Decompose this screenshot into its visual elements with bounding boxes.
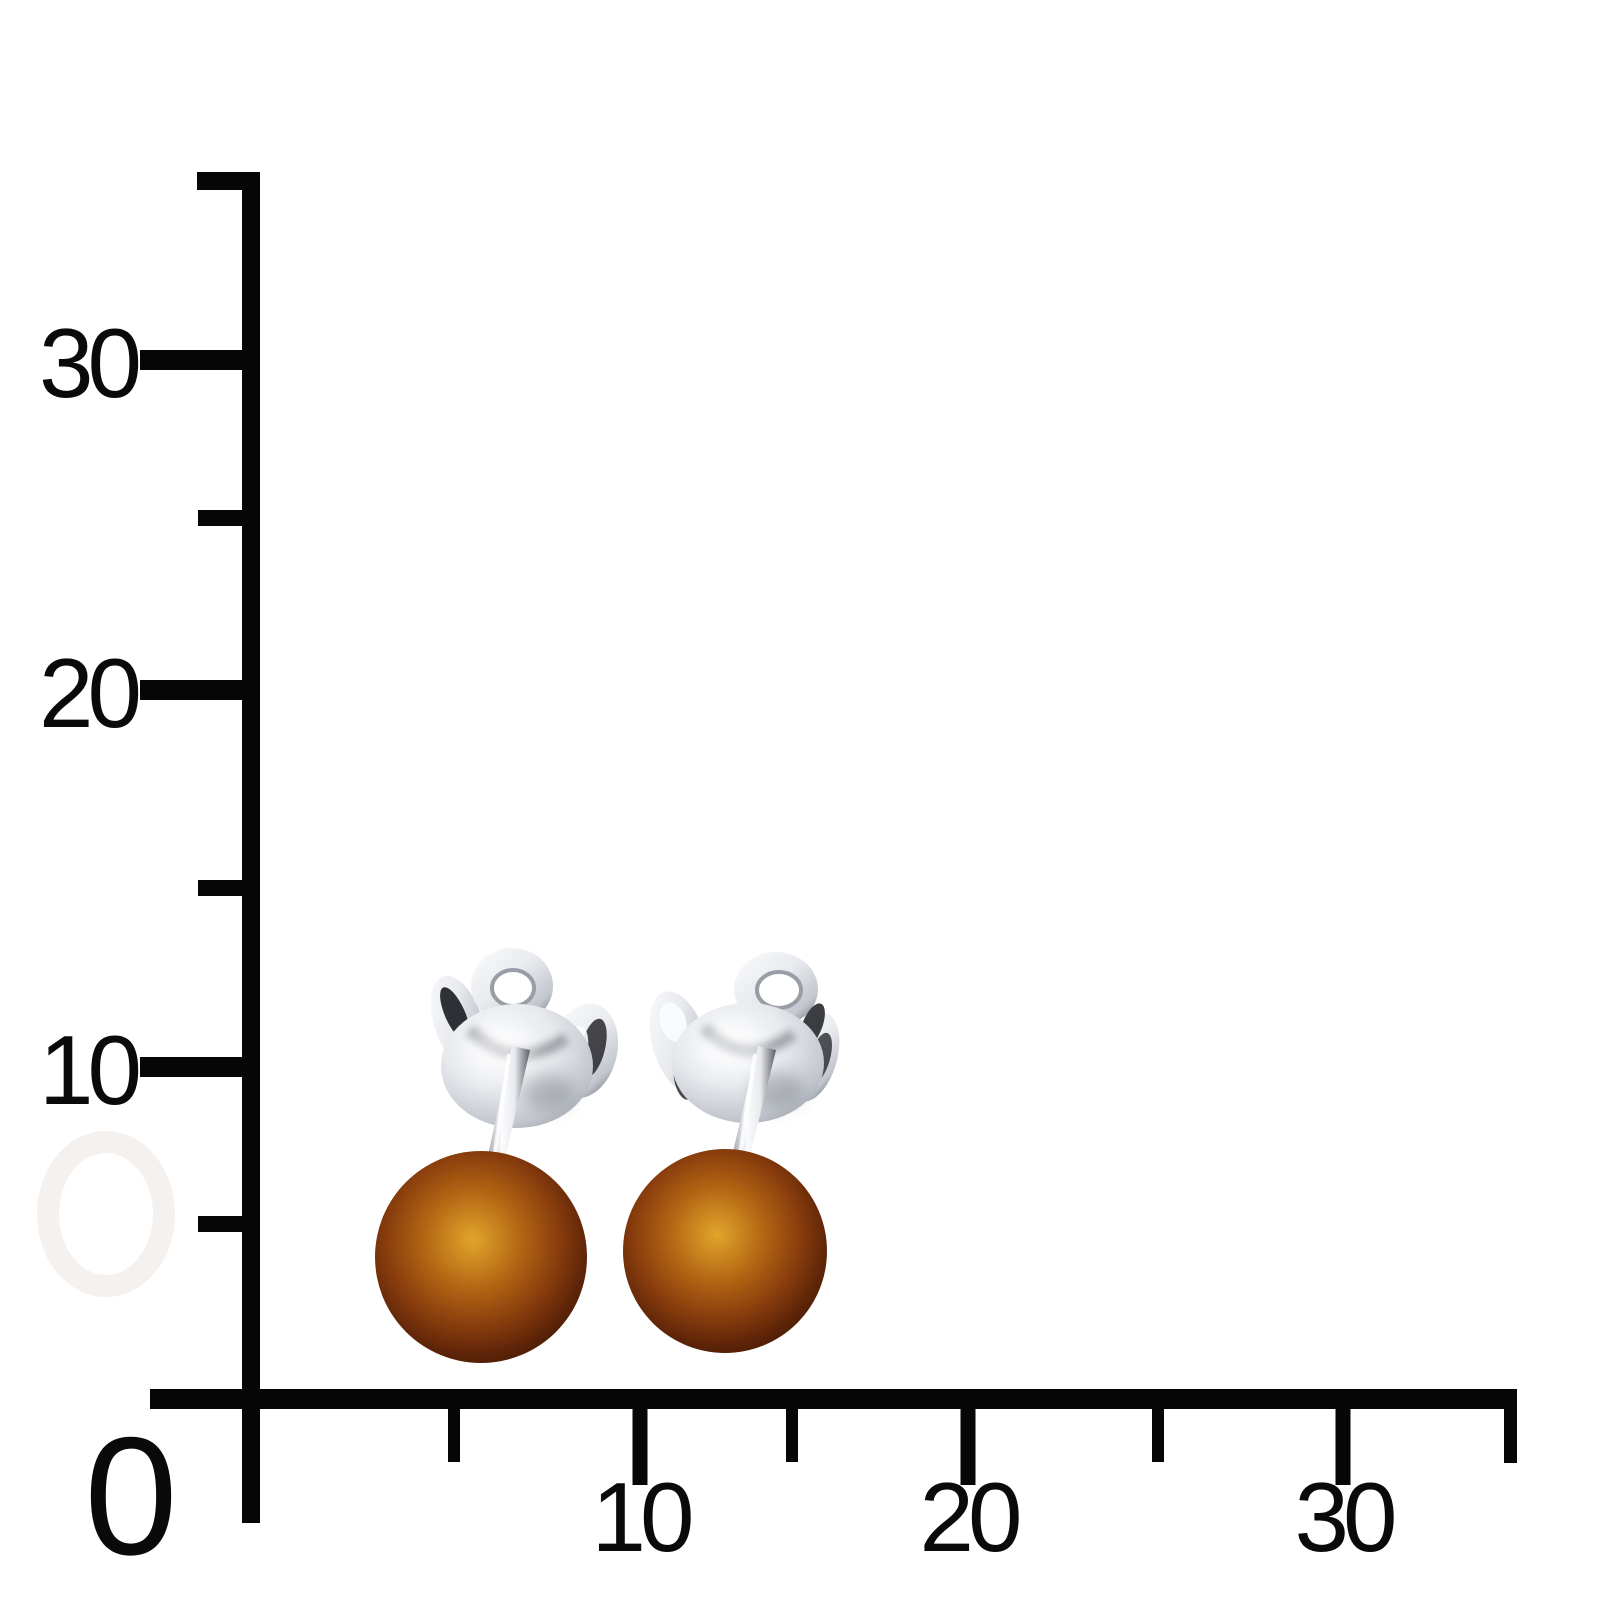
earring-left [375, 948, 619, 1363]
x-major-tick-20 [960, 1394, 976, 1485]
x-minor-tick-1 [786, 1394, 798, 1462]
post-highlight [738, 1053, 757, 1157]
amber-sphere [623, 1149, 827, 1353]
butterfly-back-right [649, 952, 840, 1123]
y-axis-label-20: 20 [39, 638, 139, 748]
x-axis-label-10: 10 [591, 1462, 691, 1572]
earring-right [623, 952, 840, 1353]
y-major-tick-10 [140, 1057, 254, 1077]
y-axis-label-10: 10 [39, 1015, 139, 1125]
x-minor-tick-2 [1152, 1394, 1164, 1462]
y-axis-end-tick [197, 172, 260, 190]
amber-sphere [375, 1151, 587, 1363]
amber-ball-right [623, 1149, 827, 1353]
y-minor-tick-1 [198, 880, 254, 896]
y-major-tick-30 [140, 350, 254, 370]
amber-ball-left [375, 1151, 587, 1363]
x-axis-line [150, 1389, 1517, 1409]
x-minor-tick-0 [448, 1394, 460, 1462]
y-axis-label-30: 30 [39, 308, 139, 418]
loop-hole [755, 970, 803, 1010]
origin-label: 0 [84, 1402, 177, 1590]
loop-hole [490, 968, 536, 1008]
x-axis-end-tick [1504, 1393, 1517, 1463]
clutch-highlight [697, 1022, 765, 1074]
wing-inner [659, 1002, 687, 1042]
watermark-ring [37, 1131, 175, 1297]
x-axis-label-30: 30 [1294, 1462, 1394, 1572]
y-minor-tick-2 [198, 1216, 254, 1232]
y-axis-line [242, 172, 260, 1523]
post-highlight [492, 1053, 511, 1161]
y-major-tick-20 [140, 680, 254, 700]
x-axis-label-20: 20 [919, 1462, 1019, 1572]
x-major-tick-10 [632, 1394, 648, 1485]
clutch-shade [522, 1074, 574, 1110]
y-minor-tick-0 [198, 510, 254, 526]
x-major-tick-30 [1335, 1394, 1351, 1485]
butterfly-back-left [430, 948, 619, 1128]
measurement-ruler: 30 20 10 10 20 30 0 [39, 172, 1517, 1590]
